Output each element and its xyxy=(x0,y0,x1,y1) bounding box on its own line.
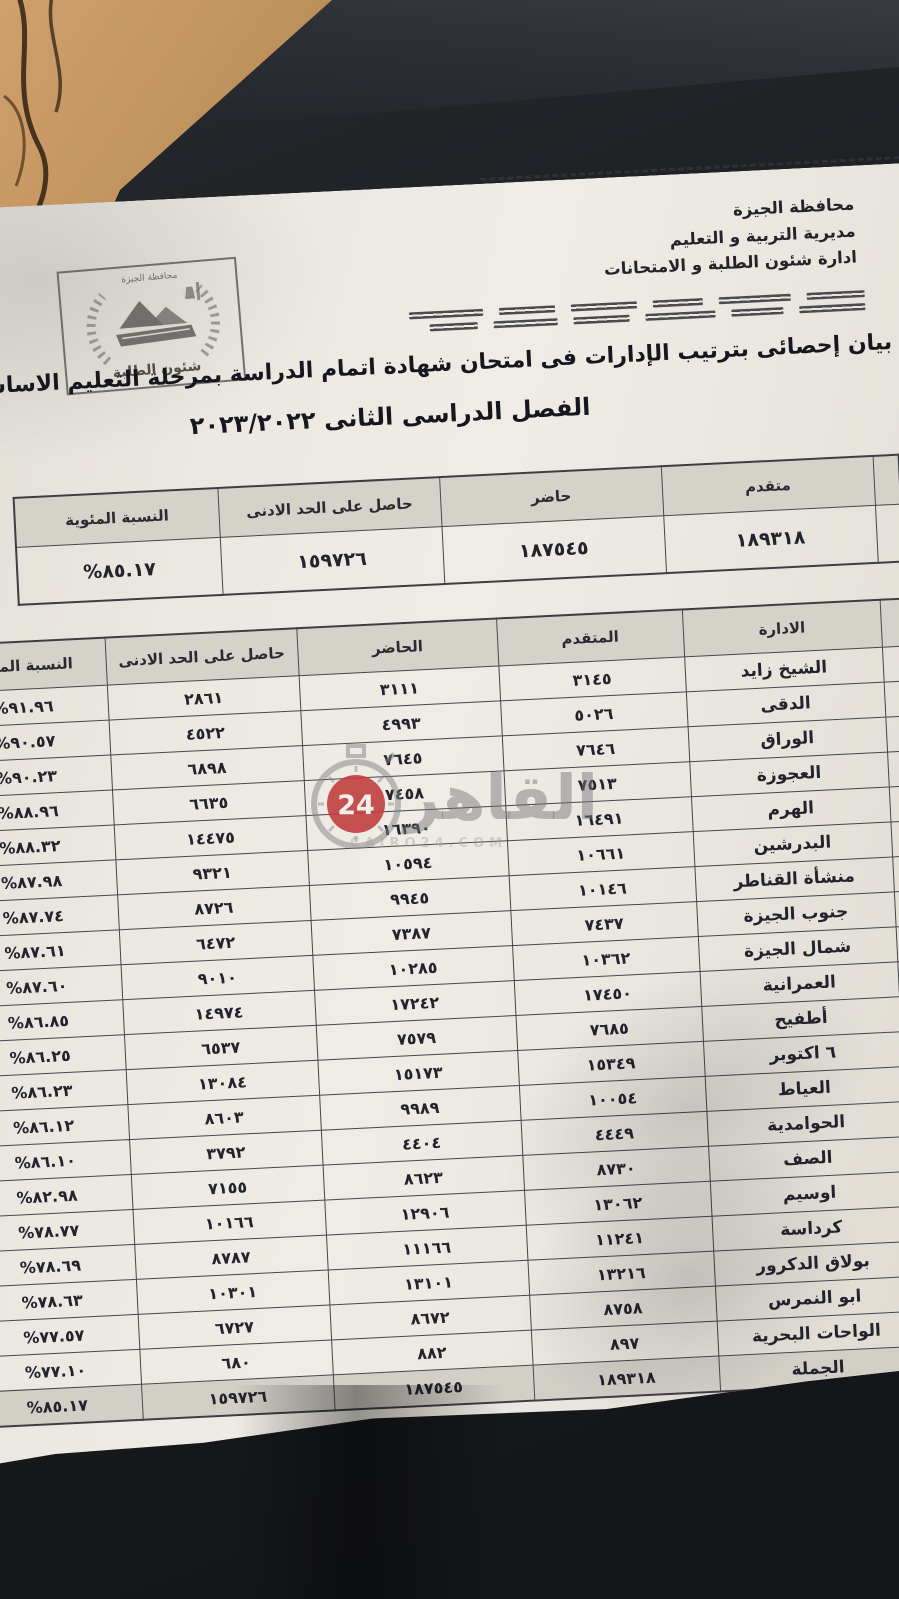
twigs-decoration xyxy=(3,0,62,226)
fold-shadow xyxy=(235,1385,505,1599)
edge-cell xyxy=(880,599,899,648)
stamp-emblem-icon: محافظة الجيزة شئون الطلبة xyxy=(63,259,244,389)
paper-sheet: محافظة الجيزة مديرية التربية و التعليم ا… xyxy=(0,160,899,1485)
summary-percentage-cell: %٨٥.١٧ xyxy=(16,537,223,604)
main-table-body: الشيخ زايد ٣١٤٥ ٣١١١ ٢٨٦١ %٩١.٩٦ الدقى ٥… xyxy=(0,646,899,1428)
org-header: محافظة الجيزة مديرية التربية و التعليم ا… xyxy=(601,192,858,284)
summary-value-cell: ١٨٩٣١٨ xyxy=(663,505,878,573)
edge-cell xyxy=(873,455,899,506)
summary-value-cell: ١٨٧٥٤٥ xyxy=(442,516,667,584)
main-table: الادارة المتقدم الحاضر حاصل على الحد الا… xyxy=(0,597,899,1429)
summary-table: متقدم حاضر حاصل على الحد الادنى النسبة ا… xyxy=(13,454,899,606)
edge-cell xyxy=(875,504,899,563)
edge-cell xyxy=(887,751,899,787)
summary-value-cell: ١٥٩٧٢٦ xyxy=(220,527,445,595)
applicants-cell: ١٨٩٣١٨ xyxy=(533,1356,721,1401)
edge-cell xyxy=(889,786,899,822)
stamp-bottom-text: شئون الطلبة xyxy=(112,358,202,381)
edge-cell xyxy=(885,716,899,752)
percentage-cell: %٨٥.١٧ xyxy=(0,1384,143,1428)
semester-line: الفصل الدراسى الثانى ٢٠٢٣/٢٠٢٢ xyxy=(189,392,591,441)
official-stamp: محافظة الجيزة شئون الطلبة xyxy=(56,257,246,396)
edge-cell xyxy=(884,681,899,717)
stamp-top-text: محافظة الجيزة xyxy=(121,271,178,286)
edge-cell xyxy=(882,646,899,682)
